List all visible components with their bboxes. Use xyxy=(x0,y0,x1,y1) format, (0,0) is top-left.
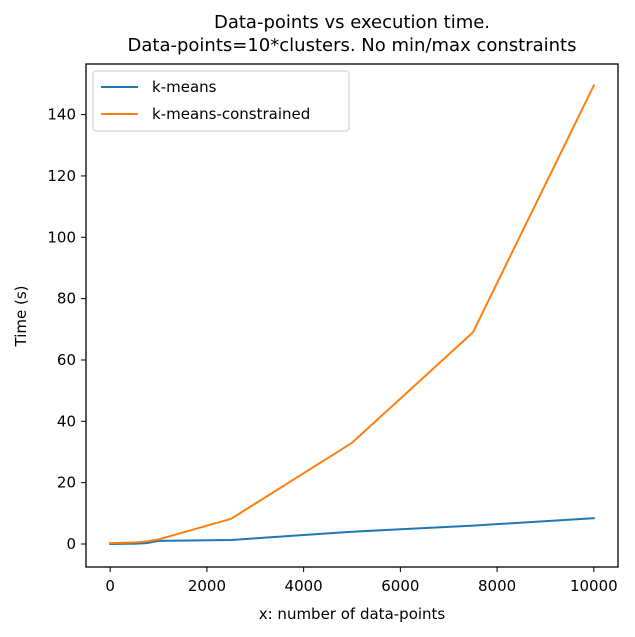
x-tick-label: 6000 xyxy=(381,577,419,595)
series-line-k-means xyxy=(109,517,595,546)
legend-box xyxy=(92,70,350,132)
x-tick-label: 0 xyxy=(105,577,115,595)
legend-label-k-means-constrained: k-means-constrained xyxy=(152,105,310,123)
y-tick-label: 140 xyxy=(47,106,76,124)
axes: 0 2000 4000 6000 8000 10000 0 20 40 60 80 100 120 140 xyxy=(47,106,617,595)
x-axis-label: x: number of data-points xyxy=(259,605,446,623)
y-tick-label: 100 xyxy=(47,228,76,246)
y-tick-label: 20 xyxy=(57,474,76,492)
y-tick-label: 0 xyxy=(66,535,76,553)
chart-title: Data-points vs execution time. xyxy=(214,12,490,33)
legend-label-k-means: k-means xyxy=(152,78,217,96)
chart-subtitle: Data-points=10*clusters. No min/max cons… xyxy=(128,35,577,56)
x-tick-label: 8000 xyxy=(478,577,516,595)
y-tick-label: 80 xyxy=(57,290,76,308)
y-axis-label: Time (s) xyxy=(12,286,30,348)
legend: k-means k-means-constrained xyxy=(92,70,350,132)
series-layer xyxy=(109,84,596,546)
y-tick-label: 40 xyxy=(57,412,76,430)
plot-frame xyxy=(85,63,619,568)
x-tick-label: 2000 xyxy=(188,577,226,595)
series-line-k-means-constrained xyxy=(109,84,596,545)
y-tick-label: 60 xyxy=(57,351,76,369)
x-tick-label: 4000 xyxy=(285,577,323,595)
x-tick-label: 10000 xyxy=(570,577,618,595)
y-tick-label: 120 xyxy=(47,167,76,185)
